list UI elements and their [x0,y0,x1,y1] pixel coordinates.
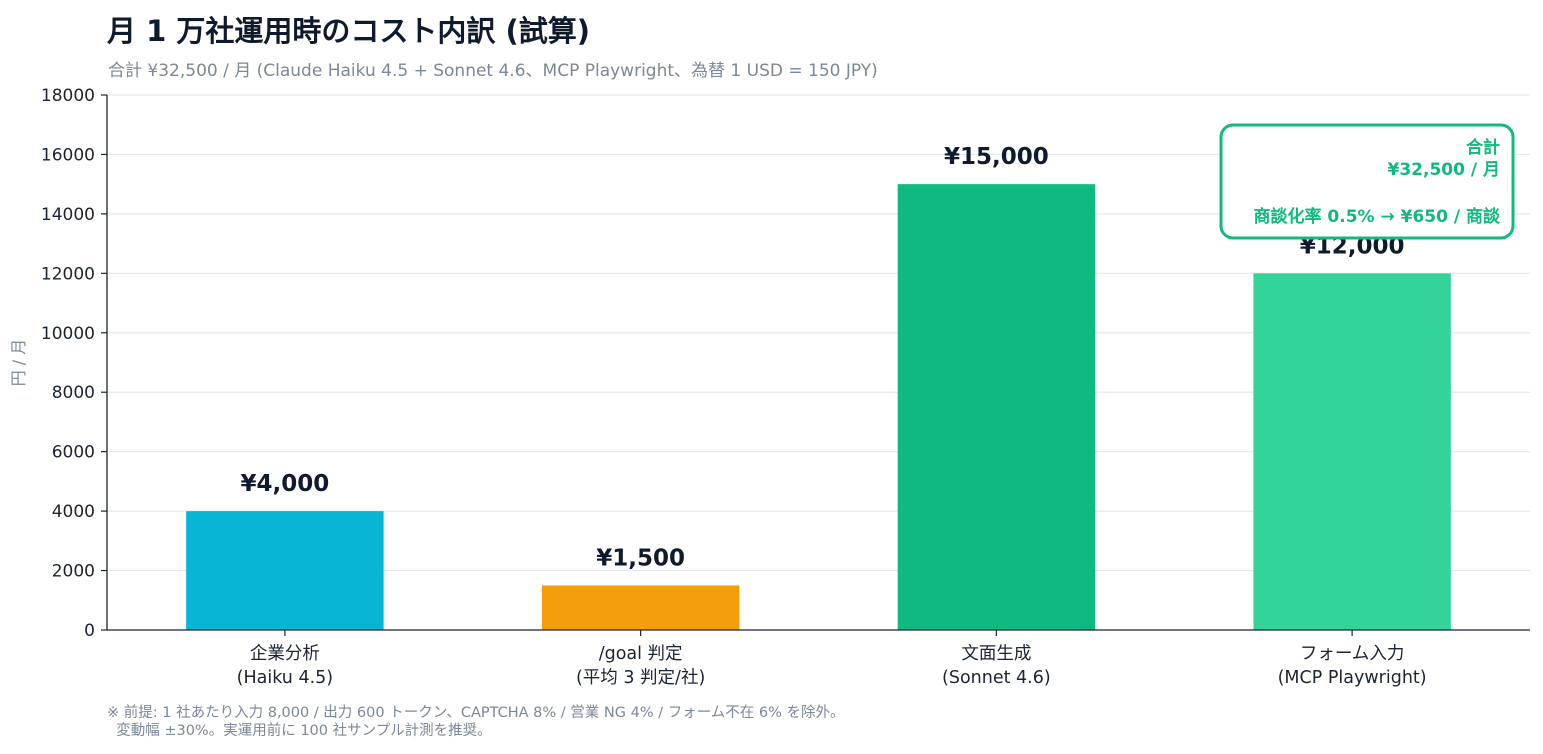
bars [186,184,1451,630]
y-tick-label: 8000 [52,383,95,403]
bar [186,511,384,630]
y-tick-label: 2000 [52,562,95,582]
x-tick-label: (Sonnet 4.6) [942,668,1051,688]
bar [1253,273,1451,630]
y-axis-label: 円 / 月 [9,339,28,387]
callout-box [1219,123,1515,240]
y-tick-label: 6000 [52,443,95,463]
x-tick-labels: 企業分析 (Haiku 4.5) /goal 判定 (平均 3 判定/社) 文面生成 (S… [237,630,1427,688]
footnote-line-2: 変動幅 ±30%。実運用前に 100 社サンプル計測を推奨。 [107,723,492,739]
callout-line-3: 商談化率 0.5% → ¥650 / 商談 [1253,206,1501,227]
x-tick-label: (MCP Playwright) [1278,668,1427,688]
x-tick-label: /goal 判定 [599,644,683,664]
y-tick-label: 18000 [41,86,95,106]
footnote-line-1: ※ 前提: 1 社あたり入力 8,000 / 出力 600 トークン、CAPTC… [107,705,845,721]
callout-line-1: 合計 [1466,137,1500,158]
value-label: ¥1,500 [596,545,685,571]
chart-title: 月 1 万社運用時のコスト内訳 (試算) [107,14,590,48]
footnote: ※ 前提: 1 社あたり入力 8,000 / 出力 600 トークン、CAPTC… [107,704,845,740]
y-tick-label: 0 [84,621,95,641]
x-tick-label: (Haiku 4.5) [237,668,333,688]
y-tick-label: 10000 [41,324,95,344]
value-label: ¥15,000 [944,144,1049,170]
y-tick-labels: 0 2000 4000 6000 8000 10000 12000 14000 16000 180… [41,86,107,641]
x-tick-label: 文面生成 [961,644,1031,664]
bar [541,585,740,630]
value-label: ¥4,000 [240,471,329,497]
x-tick-label: 企業分析 [250,644,320,664]
y-tick-label: 4000 [52,502,95,522]
bar [897,184,1096,630]
x-tick-label: フォーム入力 [1300,644,1404,664]
chart-subtitle: 合計 ¥32,500 / 月 (Claude Haiku 4.5 + Sonne… [108,61,878,81]
total-callout: 合計 ¥32,500 / 月 商談化率 0.5% → ¥650 / 商談 [1219,123,1515,240]
x-tick-label: (平均 3 判定/社) [576,668,705,688]
y-tick-label: 14000 [41,205,95,225]
y-tick-label: 12000 [41,264,95,284]
y-tick-label: 16000 [41,145,95,165]
callout-line-2: ¥32,500 / 月 [1388,160,1500,180]
